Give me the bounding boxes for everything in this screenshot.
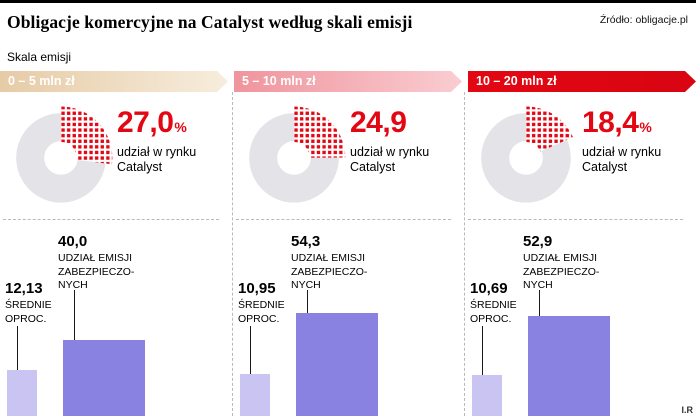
market-share-value: 24,9 bbox=[350, 106, 407, 139]
bar-secured-share bbox=[528, 315, 610, 416]
avg-rate-stat: 10,69 ŚREDNIE OPROC. bbox=[470, 280, 517, 326]
secured-share-label: UDZIAŁ EMISJI ZABEZPIECZO- NYCH bbox=[58, 252, 135, 292]
percent-sign: % bbox=[639, 119, 652, 135]
banner-0-5-mln: 0 – 5 mln zł bbox=[0, 71, 228, 92]
market-share-block: 24,9 udział w rynku Catalyst bbox=[236, 92, 451, 220]
banner-5-10-mln: 5 – 10 mln zł bbox=[234, 71, 462, 92]
avg-rate-stat: 10,95 ŚREDNIE OPROC. bbox=[238, 280, 285, 326]
market-share-value: 27,0% bbox=[117, 106, 187, 139]
market-share-wedge bbox=[294, 106, 346, 158]
market-share-block: 18,4% udział w rynku Catalyst bbox=[468, 92, 683, 220]
market-share-block: 27,0% udział w rynku Catalyst bbox=[3, 92, 219, 220]
donut-hole bbox=[278, 142, 310, 174]
secured-share-value: 54,3 bbox=[291, 233, 321, 250]
bar-avg-rate bbox=[7, 369, 37, 416]
market-share: 24,9 udział w rynku Catalyst bbox=[350, 100, 429, 219]
page-title: Obligacje komercyjne na Catalyst według … bbox=[7, 12, 413, 32]
bars-block: 40,0 UDZIAŁ EMISJI ZABEZPIECZO- NYCH 12,… bbox=[0, 220, 232, 416]
avg-rate-value: 10,95 bbox=[238, 280, 276, 297]
column-segment-3: 18,4% udział w rynku Catalyst 52,9 UDZIA… bbox=[464, 92, 696, 416]
author-initials: I.R bbox=[681, 405, 693, 415]
bar-avg-rate bbox=[240, 374, 270, 416]
avg-rate-value: 10,69 bbox=[470, 280, 508, 297]
bar-secured-share bbox=[63, 340, 145, 416]
avg-rate-label: ŚREDNIE OPROC. bbox=[238, 299, 285, 325]
secured-share-label: UDZIAŁ EMISJI ZABEZPIECZO- NYCH bbox=[291, 252, 368, 292]
donut-chart bbox=[249, 106, 346, 203]
leader-line-rate bbox=[250, 326, 251, 378]
secured-share-value: 52,9 bbox=[523, 233, 553, 250]
bars-block: 52,9 UDZIAŁ EMISJI ZABEZPIECZO- NYCH 10,… bbox=[465, 220, 696, 416]
scale-axis-label: Skala emisji bbox=[7, 50, 72, 64]
secured-share-stat: 52,9 UDZIAŁ EMISJI ZABEZPIECZO- NYCH bbox=[523, 233, 599, 293]
donut-chart bbox=[481, 106, 573, 203]
bar-secured-share bbox=[296, 312, 378, 416]
market-share-wedge bbox=[526, 106, 573, 158]
source-credit: Źródło: obligacje.pl bbox=[599, 14, 688, 26]
donut-hole bbox=[45, 142, 77, 174]
bars-block: 54,3 UDZIAŁ EMISJI ZABEZPIECZO- NYCH 10,… bbox=[233, 220, 464, 416]
avg-rate-label: ŚREDNIE OPROC. bbox=[470, 299, 517, 325]
market-share-value: 18,4% bbox=[582, 106, 652, 139]
secured-share-label: UDZIAŁ EMISJI ZABEZPIECZO- NYCH bbox=[523, 252, 600, 292]
column-segment-2: 24,9 udział w rynku Catalyst 54,3 UDZIAŁ… bbox=[232, 92, 464, 416]
avg-rate-label: ŚREDNIE OPROC. bbox=[5, 299, 52, 325]
donut-chart bbox=[16, 106, 113, 203]
avg-rate-value: 12,13 bbox=[5, 280, 43, 297]
secured-share-stat: 54,3 UDZIAŁ EMISJI ZABEZPIECZO- NYCH bbox=[291, 233, 367, 293]
header: Obligacje komercyjne na Catalyst według … bbox=[0, 3, 696, 37]
columns-grid: 27,0% udział w rynku Catalyst 40,0 UDZIA… bbox=[0, 92, 696, 416]
market-share-label: udział w rynku Catalyst bbox=[117, 145, 197, 174]
leader-line-rate bbox=[482, 326, 483, 378]
leader-line-secured bbox=[74, 290, 75, 350]
banner-10-20-mln: 10 – 20 mln zł bbox=[468, 71, 696, 92]
market-share: 27,0% udział w rynku Catalyst bbox=[117, 100, 196, 219]
avg-rate-stat: 12,13 ŚREDNIE OPROC. bbox=[5, 280, 52, 326]
donut-hole bbox=[510, 142, 542, 174]
column-segment-1: 27,0% udział w rynku Catalyst 40,0 UDZIA… bbox=[0, 92, 232, 416]
bar-avg-rate bbox=[472, 375, 502, 416]
market-share-label: udział w rynku Catalyst bbox=[582, 145, 662, 174]
leader-line-rate bbox=[17, 326, 18, 378]
secured-share-stat: 40,0 UDZIAŁ EMISJI ZABEZPIECZO- NYCH bbox=[58, 233, 134, 293]
market-share-label: udział w rynku Catalyst bbox=[350, 145, 430, 174]
scale-banner-row: 0 – 5 mln zł 5 – 10 mln zł 10 – 20 mln z… bbox=[0, 71, 696, 92]
secured-share-value: 40,0 bbox=[58, 233, 88, 250]
percent-sign: % bbox=[174, 119, 187, 135]
market-share: 18,4% udział w rynku Catalyst bbox=[582, 100, 661, 219]
